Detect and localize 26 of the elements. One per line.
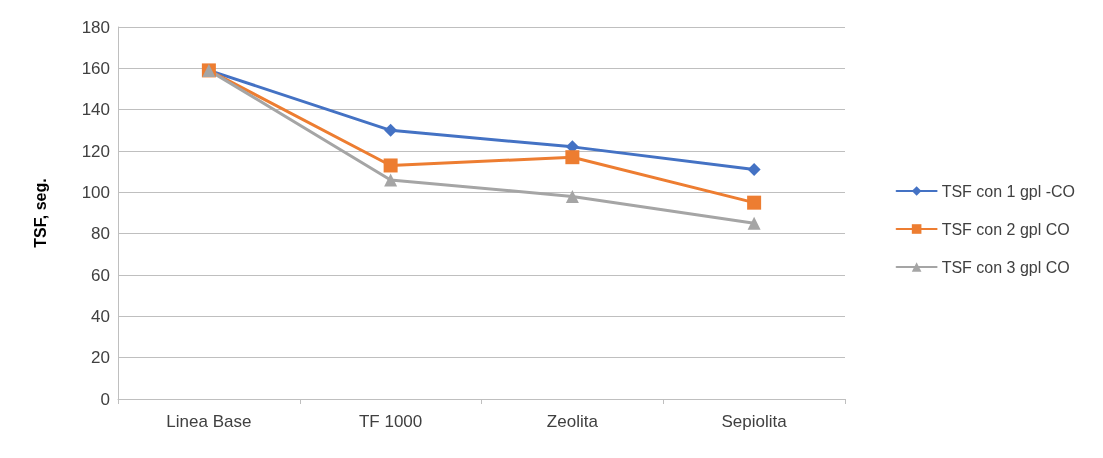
point (747, 216, 761, 230)
y-tick-label: 20 (91, 348, 110, 368)
point (384, 173, 398, 187)
point (384, 123, 398, 137)
y-tick-label: 40 (91, 306, 110, 326)
point (565, 150, 580, 165)
y-tick-label: 100 (81, 182, 110, 202)
y-axis-title: TSF, seg. (31, 178, 49, 248)
point (747, 195, 762, 210)
point (565, 189, 579, 203)
y-tick-label: 120 (81, 141, 110, 161)
legend-label: TSF con 2 gpl CO (941, 220, 1070, 238)
y-tick-label: 60 (91, 265, 110, 285)
point (747, 163, 761, 177)
legend-label: TSF con 3 gpl CO (941, 258, 1070, 276)
x-tick-label: Sepiolita (721, 412, 788, 431)
x-tick-label: Linea Base (166, 412, 252, 431)
y-tick-label: 0 (100, 389, 110, 409)
y-tick-label: 160 (81, 58, 110, 78)
x-tick-label: TF 1000 (358, 412, 423, 431)
y-tick-label: 80 (91, 224, 110, 244)
y-tick-label: 180 (81, 17, 110, 37)
legend-label: TSF con 1 gpl -CO (941, 182, 1075, 200)
x-tick-label: Zeolita (546, 412, 599, 431)
y-tick-label: 140 (81, 100, 110, 120)
point (383, 158, 398, 173)
